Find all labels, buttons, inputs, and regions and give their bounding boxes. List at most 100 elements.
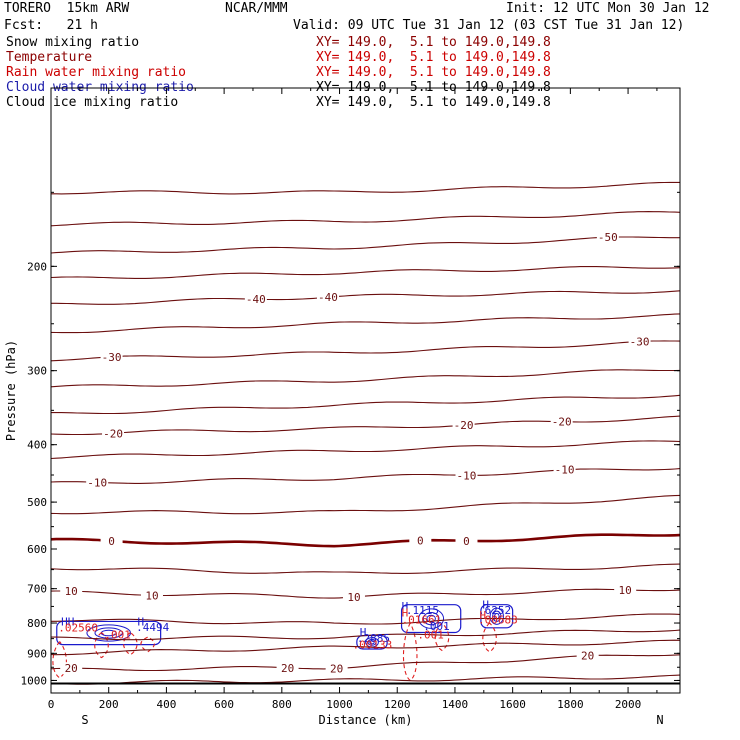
isotherm-label: 10 bbox=[347, 591, 360, 604]
legend-label-cloud-ice: Cloud ice mixing ratio bbox=[6, 95, 179, 110]
isotherm-label: 20 bbox=[281, 662, 294, 675]
isotherm-label: 20 bbox=[581, 650, 594, 663]
extremum-label: .001 bbox=[423, 620, 450, 633]
isotherm-1 bbox=[50, 211, 681, 227]
isotherm-label: -50 bbox=[598, 231, 618, 244]
north-label: N bbox=[656, 713, 663, 727]
isotherm-label: -40 bbox=[246, 293, 266, 306]
isotherm-label: 10 bbox=[145, 589, 158, 602]
init-time: Init: 12 UTC Mon 30 Jan 12 bbox=[506, 1, 710, 16]
isotherm-18 bbox=[50, 639, 681, 656]
cloud-ring bbox=[369, 640, 375, 645]
y-tick-label: 200 bbox=[27, 260, 47, 273]
extremum-label: H bbox=[138, 616, 145, 629]
legend-label-snow: Snow mixing ratio bbox=[6, 35, 140, 50]
legend-xy-cloud-ice: XY= 149.0, 5.1 to 149.0,149.8 bbox=[316, 95, 551, 110]
x-tick-label: 400 bbox=[156, 698, 176, 711]
x-tick-label: 2000 bbox=[615, 698, 642, 711]
x-tick-label: 600 bbox=[214, 698, 234, 711]
extremum-label: .2885 bbox=[357, 632, 390, 645]
isotherm-label-bg bbox=[100, 534, 123, 547]
isotherm-8 bbox=[51, 394, 681, 415]
extremum-label: .6252 bbox=[478, 604, 511, 617]
rain-cell bbox=[482, 622, 497, 653]
isotherm-label: -20 bbox=[454, 419, 474, 432]
x-axis-title: Distance (km) bbox=[319, 713, 413, 727]
isotherm-label: 20 bbox=[65, 662, 78, 675]
isotherm-16 bbox=[51, 613, 681, 625]
extremum-label: HH bbox=[61, 616, 74, 629]
isotherm-20 bbox=[50, 674, 681, 685]
isotherm-label-bg bbox=[596, 231, 619, 244]
isotherm-3 bbox=[50, 266, 681, 279]
extremum-label: .1115 bbox=[406, 604, 439, 617]
x-tick-label: 200 bbox=[99, 698, 119, 711]
x-tick-label: 1200 bbox=[384, 698, 411, 711]
isotherm-label: 0 bbox=[463, 535, 470, 548]
rain-cell bbox=[94, 632, 109, 659]
isotherm-label-bg bbox=[102, 427, 125, 440]
isotherm-label: 0 bbox=[108, 535, 115, 548]
isotherm-label: 10 bbox=[65, 585, 78, 598]
legend-xy-rain: XY= 149.0, 5.1 to 149.0,149.8 bbox=[316, 65, 551, 80]
isotherm-label-bg bbox=[553, 463, 576, 476]
isotherm-label-bg bbox=[455, 534, 478, 547]
extremum-label: H bbox=[360, 626, 367, 639]
cloud-region bbox=[480, 604, 514, 629]
model-title: TORERO 15km ARW bbox=[4, 1, 130, 16]
cloud-ring bbox=[422, 611, 440, 626]
isotherm-label-bg bbox=[325, 662, 348, 675]
y-tick-label: 700 bbox=[27, 583, 47, 596]
isotherm-label: -10 bbox=[87, 476, 107, 489]
isotherm-7 bbox=[50, 369, 681, 388]
extremum-label: .001 bbox=[104, 629, 131, 642]
extremum-label: .001 bbox=[417, 629, 444, 642]
cloud-ring bbox=[94, 627, 123, 639]
isotherm-label-bg bbox=[60, 585, 83, 598]
isotherm-13 bbox=[50, 533, 681, 548]
x-tick-label: 1800 bbox=[557, 698, 584, 711]
isotherm-label-bg bbox=[628, 335, 651, 348]
forecast-hour: Fcst: 21 h bbox=[4, 18, 98, 33]
cloud-ring bbox=[492, 610, 502, 622]
isotherm-6 bbox=[50, 340, 681, 362]
cloud-ring bbox=[367, 638, 377, 646]
south-label: S bbox=[81, 713, 88, 727]
isotherm-label: -10 bbox=[555, 464, 575, 477]
isotherm-label-bg bbox=[316, 291, 339, 304]
isotherm-label: -40 bbox=[318, 291, 338, 304]
extremum-label: H bbox=[482, 598, 489, 611]
isotherm-10 bbox=[50, 440, 681, 460]
cloud-ring bbox=[426, 614, 436, 623]
isotherm-label-bg bbox=[550, 415, 573, 428]
isotherm-2 bbox=[50, 236, 680, 254]
isotherm-label: -30 bbox=[102, 351, 122, 364]
legend-label-rain: Rain water mixing ratio bbox=[6, 65, 187, 80]
isotherm-label: -20 bbox=[103, 427, 123, 440]
isotherm-label: 0 bbox=[417, 534, 424, 547]
center-title: NCAR/MMM bbox=[225, 1, 288, 16]
isotherm-0 bbox=[51, 181, 680, 195]
x-tick-label: 1000 bbox=[326, 698, 353, 711]
extremum-label: .00683 bbox=[478, 614, 518, 627]
isotherm-label-bg bbox=[576, 649, 599, 662]
x-tick-label: 1400 bbox=[442, 698, 469, 711]
y-tick-label: 600 bbox=[27, 543, 47, 556]
rain-cell bbox=[123, 632, 138, 656]
isotherm-label: -10 bbox=[457, 469, 477, 482]
y-tick-label: 400 bbox=[27, 439, 47, 452]
isotherm-label-bg bbox=[455, 469, 478, 482]
x-tick-label: 800 bbox=[272, 698, 292, 711]
isotherm-label-bg bbox=[614, 583, 637, 596]
y-tick-label: 800 bbox=[27, 617, 47, 630]
extremum-label: .01661 bbox=[402, 614, 442, 627]
isotherm-label-bg bbox=[86, 476, 109, 489]
isotherm-19 bbox=[50, 654, 681, 672]
extremum-label: .00133 bbox=[353, 638, 393, 651]
isotherm-label-bg bbox=[140, 589, 163, 602]
y-tick-label: 500 bbox=[27, 496, 47, 509]
isotherm-label-bg bbox=[60, 662, 83, 675]
